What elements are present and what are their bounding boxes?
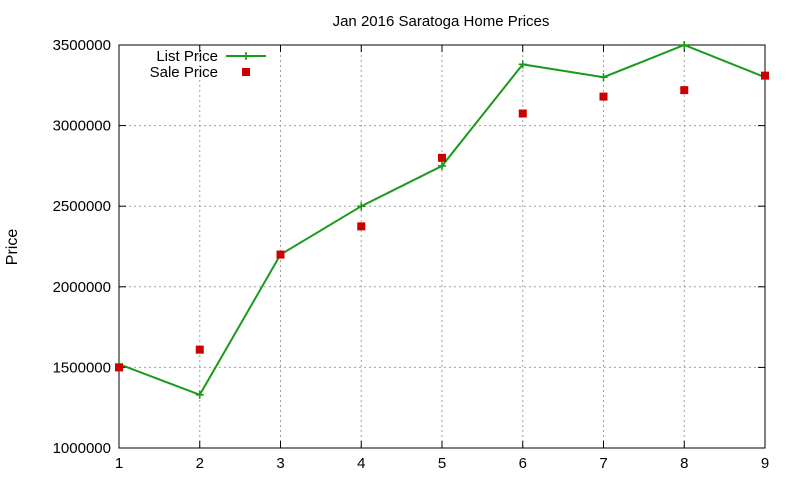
data-point [438,161,446,170]
chart-title: Jan 2016 Saratoga Home Prices [333,13,550,30]
legend-label: Sale Price [150,64,218,81]
grid [119,45,765,448]
data-point [518,109,527,118]
series-2 [115,71,769,372]
y-tick-label: 1500000 [53,359,111,376]
data-point [357,202,366,211]
x-tick-label: 1 [115,455,123,472]
y-tick-label: 1000000 [53,440,111,457]
data-point [599,92,608,101]
data-point [761,71,769,80]
legend-marker [242,68,250,76]
data-point [680,86,689,95]
legend-label: List Price [156,48,218,65]
data-point [195,345,204,354]
y-tick-label: 2500000 [53,198,111,215]
y-tick-label: 2000000 [53,279,111,296]
legend-marker [242,52,250,60]
data-point [195,390,204,399]
data-point [276,250,285,259]
x-tick-label: 5 [438,455,446,472]
plot-frame [118,44,766,449]
data-point [357,222,366,231]
data-point [518,60,527,69]
series [115,41,769,399]
y-tick-label: 3500000 [53,37,111,54]
x-tick-label: 7 [599,455,607,472]
data-point [438,153,446,162]
axis-ticks: 1000000 1500000 2000000 2500000 3000000 35000… [53,37,770,472]
y-tick-label: 3000000 [53,118,111,135]
x-tick-label: 3 [276,455,284,472]
x-tick-label: 2 [196,455,204,472]
y-axis-label: Price [4,229,21,266]
data-point [680,41,689,49]
x-tick-label: 4 [357,455,365,472]
data-point [115,363,123,372]
series-line [118,43,766,397]
x-tick-label: 8 [680,455,688,472]
x-tick-label: 9 [761,455,769,472]
data-point [599,73,608,82]
x-tick-label: 6 [519,455,527,472]
